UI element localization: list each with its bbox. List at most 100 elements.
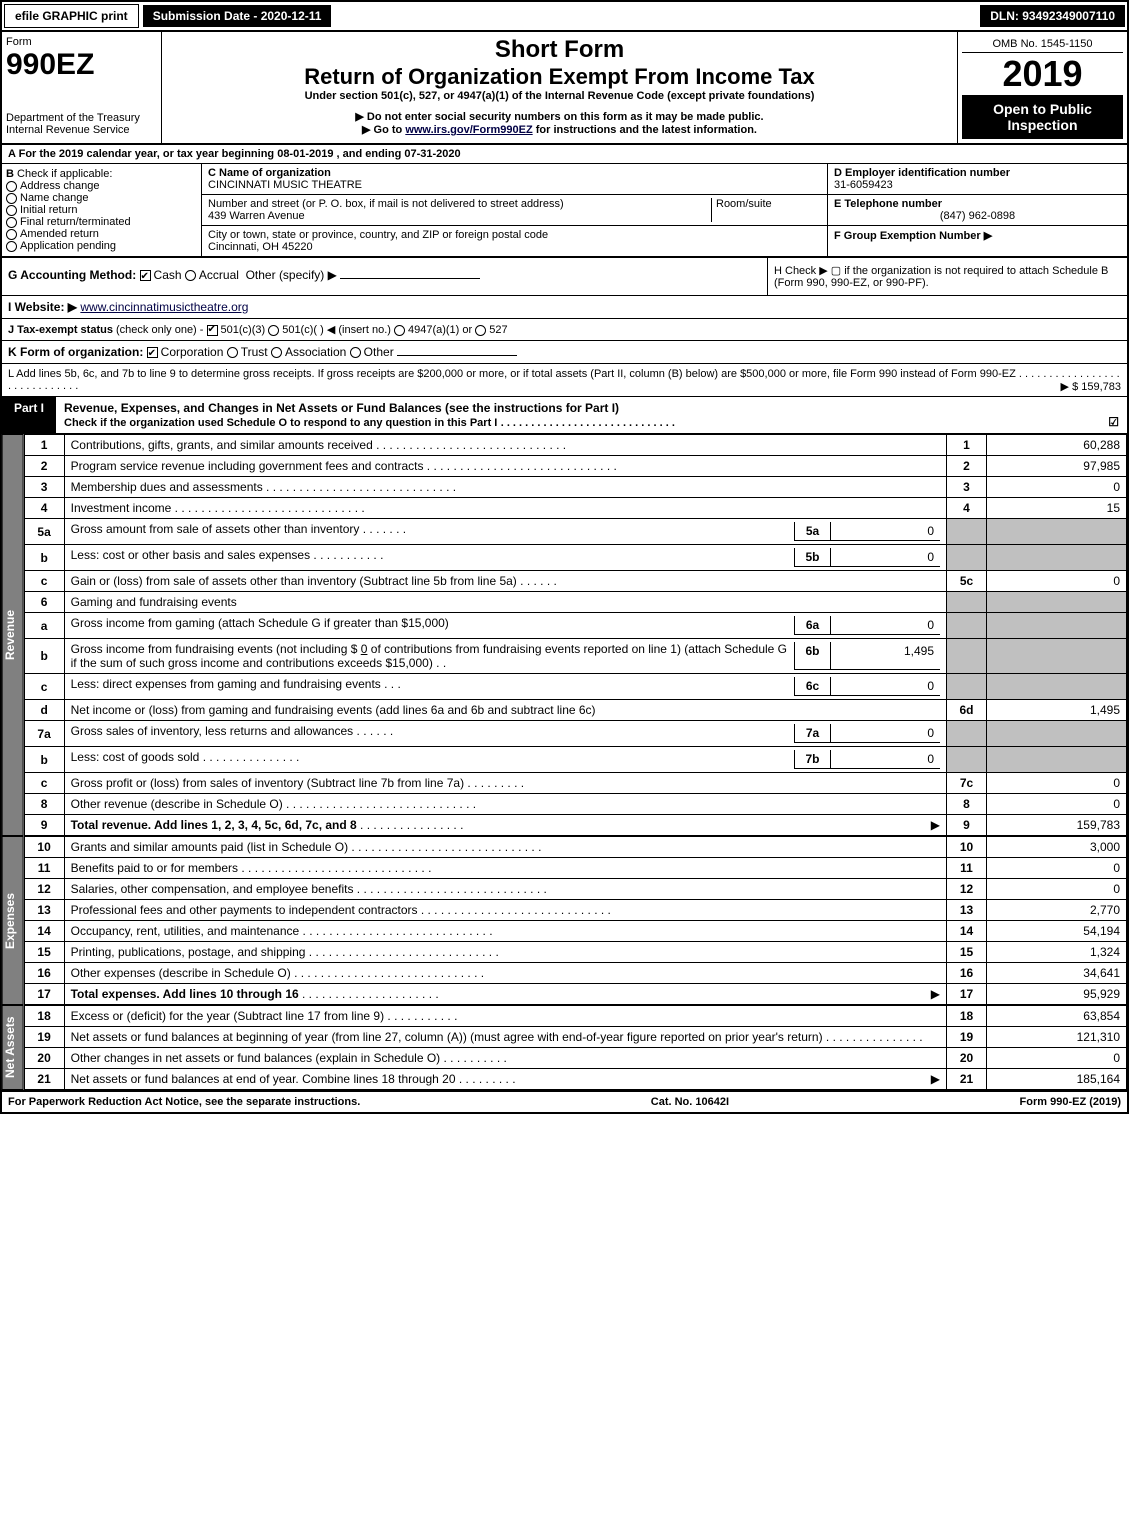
tax-period: A For the 2019 calendar year, or tax yea… (2, 145, 1127, 164)
addr-label: Number and street (or P. O. box, if mail… (208, 198, 564, 210)
j-501c-label: 501(c)( ) (282, 324, 324, 336)
l6b-subv: 1,495 (830, 642, 940, 670)
l3-sn: 3 (947, 477, 987, 498)
l7c-num: c (24, 773, 64, 794)
l7a-sn-grey (947, 721, 987, 747)
line-17: 17 Total expenses. Add lines 10 through 1… (24, 984, 1126, 1005)
part1-checkbox[interactable]: ☑ (1108, 415, 1119, 429)
b-check-label: Check if applicable: (17, 168, 112, 180)
l11-num: 11 (24, 858, 64, 879)
l8-val: 0 (987, 794, 1127, 815)
line-20: 20Other changes in net assets or fund ba… (24, 1048, 1126, 1069)
l5a-sub: 5a (794, 522, 830, 541)
k-other-radio[interactable] (350, 347, 361, 358)
l5a-text: Gross amount from sale of assets other t… (71, 522, 360, 536)
l7a-sub: 7a (794, 724, 830, 743)
line-6d: dNet income or (loss) from gaming and fu… (24, 700, 1126, 721)
form-word: Form (6, 36, 157, 48)
l6-sn-grey (947, 592, 987, 613)
name-change-radio[interactable] (6, 193, 17, 204)
section-b: B Check if applicable: Address change Na… (2, 164, 202, 256)
l7b-text: Less: cost of goods sold (71, 750, 200, 764)
revenue-table: 1Contributions, gifts, grants, and simil… (24, 434, 1127, 836)
j-4947-radio[interactable] (394, 325, 405, 336)
other-specify-input[interactable] (340, 278, 480, 279)
cash-label: Cash (154, 268, 182, 282)
l12-num: 12 (24, 879, 64, 900)
k-other-input[interactable] (397, 355, 517, 356)
j-501c-radio[interactable] (268, 325, 279, 336)
l5a-subv: 0 (830, 522, 940, 541)
k-form-org: K Form of organization: Corporation Trus… (2, 341, 1127, 364)
part1-title: Revenue, Expenses, and Changes in Net As… (64, 401, 619, 415)
cash-checkbox[interactable] (140, 270, 151, 281)
l5c-val: 0 (987, 571, 1127, 592)
l4-sn: 4 (947, 498, 987, 519)
k-assoc-radio[interactable] (271, 347, 282, 358)
l11-sn: 11 (947, 858, 987, 879)
irs-link[interactable]: www.irs.gov/Form990EZ (405, 124, 532, 136)
l6c-text: Less: direct expenses from gaming and fu… (71, 677, 381, 691)
l7c-text: Gross profit or (loss) from sales of inv… (71, 776, 464, 790)
l21-text: Net assets or fund balances at end of ye… (71, 1072, 456, 1086)
part1-title-wrap: Revenue, Expenses, and Changes in Net As… (56, 397, 1127, 433)
l21-num: 21 (24, 1069, 64, 1090)
dln-label: DLN: 93492349007110 (980, 5, 1125, 27)
l6d-num: d (24, 700, 64, 721)
l13-text: Professional fees and other payments to … (71, 903, 418, 917)
initial-radio[interactable] (6, 205, 17, 216)
line-18: 18 Excess or (deficit) for the year (Subt… (24, 1006, 1126, 1027)
footer-right: Form 990-EZ (2019) (1020, 1096, 1121, 1108)
section-def: D Employer identification number 31-6059… (827, 164, 1127, 256)
j-501c3-checkbox[interactable] (207, 325, 218, 336)
l18-text: Excess or (deficit) for the year (Subtra… (71, 1009, 384, 1023)
submission-date-button[interactable]: Submission Date - 2020-12-11 (143, 5, 332, 27)
irs-label: Internal Revenue Service (6, 124, 157, 136)
k-trust-radio[interactable] (227, 347, 238, 358)
netassets-table: 18 Excess or (deficit) for the year (Subt… (24, 1005, 1127, 1090)
j-501c3-label: 501(c)(3) (221, 324, 266, 336)
l5b-val-grey (987, 545, 1127, 571)
j-4947-label: 4947(a)(1) or (408, 324, 472, 336)
l19-val: 121,310 (987, 1027, 1127, 1048)
l6b-sub: 6b (794, 642, 830, 670)
city-label: City or town, state or province, country… (208, 229, 548, 241)
line-21: 21 Net assets or fund balances at end of … (24, 1069, 1126, 1090)
l7b-sn-grey (947, 747, 987, 773)
omb-number: OMB No. 1545-1150 (962, 36, 1123, 53)
l18-num: 18 (24, 1006, 64, 1027)
dots (353, 882, 546, 896)
footer-spacer2 (729, 1096, 1019, 1108)
l6d-sn: 6d (947, 700, 987, 721)
l17-text: Total expenses. Add lines 10 through 16 (71, 987, 299, 1001)
l17-sn: 17 (947, 984, 987, 1005)
l20-text: Other changes in net assets or fund bala… (71, 1051, 441, 1065)
line-6b: bGross income from fundraising events (n… (24, 639, 1126, 674)
addr-change-radio[interactable] (6, 181, 17, 192)
website-link[interactable]: www.cincinnatimusictheatre.org (80, 300, 248, 314)
k-corp-checkbox[interactable] (147, 347, 158, 358)
footer-left: For Paperwork Reduction Act Notice, see … (8, 1096, 360, 1108)
accrual-radio[interactable] (185, 270, 196, 281)
e-label: E Telephone number (834, 198, 942, 210)
open-inspection: Open to Public Inspection (962, 95, 1123, 139)
l1-sn: 1 (947, 435, 987, 456)
l6a-val-grey (987, 613, 1127, 639)
j-527-radio[interactable] (475, 325, 486, 336)
pending-radio[interactable] (6, 241, 17, 252)
l4-num: 4 (24, 498, 64, 519)
dept-label: Department of the Treasury (6, 112, 157, 124)
dots (299, 924, 492, 938)
l6-num: 6 (24, 592, 64, 613)
c-name-label: C Name of organization (208, 167, 331, 179)
dots (423, 459, 616, 473)
efile-button[interactable]: efile GRAPHIC print (4, 4, 139, 28)
l6b-num: b (24, 639, 64, 674)
dots (373, 438, 566, 452)
final-radio[interactable] (6, 217, 17, 228)
amended-radio[interactable] (6, 229, 17, 240)
form-header: Form 990EZ Department of the Treasury In… (2, 32, 1127, 145)
l7c-sn: 7c (947, 773, 987, 794)
dots (291, 966, 484, 980)
line-12: 12Salaries, other compensation, and empl… (24, 879, 1126, 900)
